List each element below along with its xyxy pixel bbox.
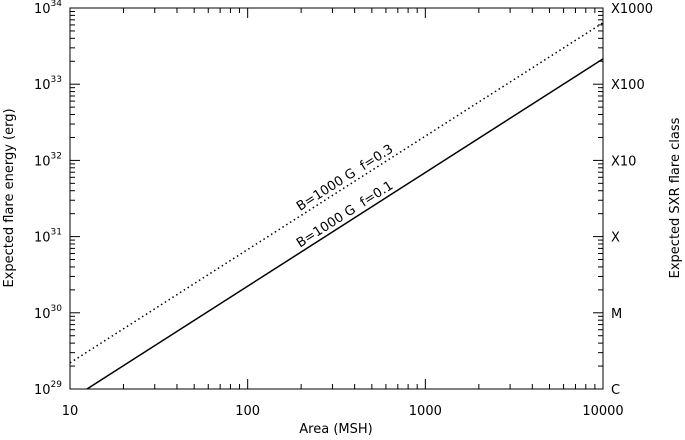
y-tick-label: 1029 <box>34 380 62 398</box>
right-tick-label: X100 <box>611 78 645 93</box>
right-tick-label: X <box>611 231 620 246</box>
right-tick-label: X10 <box>611 154 636 169</box>
plot-frame <box>69 7 604 390</box>
y-tick-label: 1032 <box>34 151 62 169</box>
x-axis-title: Area (MSH) <box>299 422 372 437</box>
right-tick-label: M <box>611 307 622 322</box>
x-tick-label: 100 <box>235 404 260 419</box>
series-line-f01 <box>85 58 603 389</box>
series-line-f03 <box>70 22 603 364</box>
x-tick-label: 1000 <box>409 404 442 419</box>
series-label-f01: B=1000 G f=0.1 <box>294 178 396 251</box>
ticks-layer <box>69 7 604 390</box>
y-tick-label: 1034 <box>34 0 62 17</box>
y-tick-label: 1031 <box>34 228 62 246</box>
right-tick-label: C <box>611 383 620 398</box>
x-tick-label: 10000 <box>582 404 623 419</box>
y-tick-label: 1030 <box>34 304 62 322</box>
labels-layer: 10 100 1000 10000 1029 1030 1031 1032 1033 1034 C M… <box>34 0 653 419</box>
series-label-f03: B=1000 G f=0.3 <box>294 142 396 215</box>
y-axis-title: Expected flare energy (erg) <box>2 108 17 287</box>
series-layer <box>70 22 603 389</box>
y-tick-label: 1033 <box>34 75 62 93</box>
right-axis-title: Expected SXR flare class <box>668 117 683 278</box>
x-tick-label: 10 <box>62 404 79 419</box>
right-tick-label: X1000 <box>611 2 653 17</box>
